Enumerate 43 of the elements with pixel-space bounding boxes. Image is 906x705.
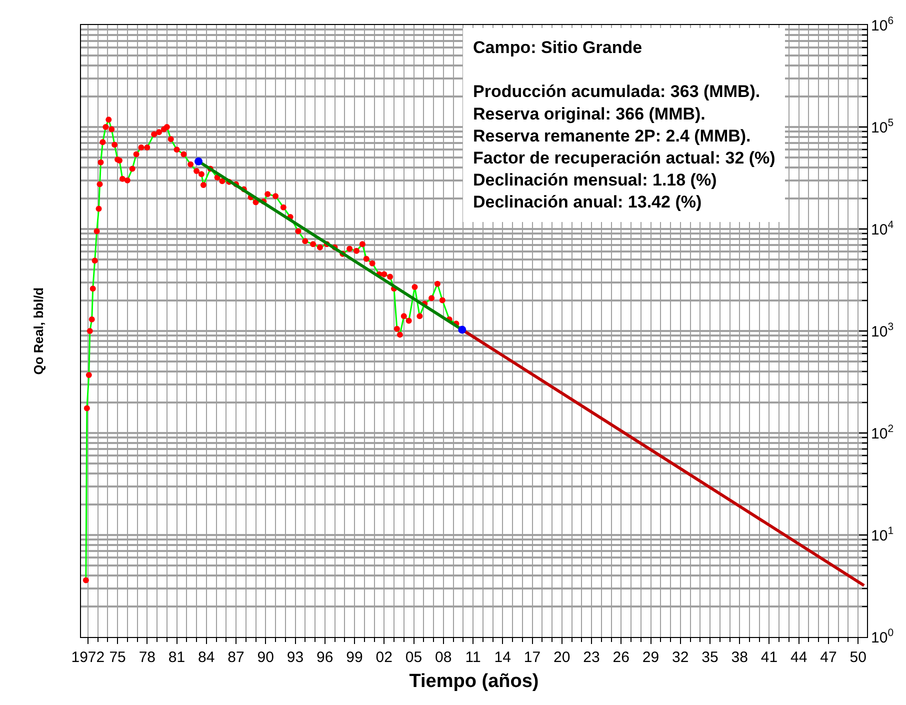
- x-tick-label: 35: [702, 649, 718, 666]
- x-tick-label: 32: [672, 649, 689, 666]
- x-tick-label: 75: [109, 649, 126, 666]
- annotation: Declinación mensual: 1.18 (%): [473, 170, 717, 190]
- annotation: Producción acumulada: 363 (MMB).: [473, 82, 760, 102]
- x-axis-title: Tiempo (años): [409, 670, 539, 692]
- x-tick-label: 99: [346, 649, 363, 666]
- annotation: Declinación anual: 13.42 (%): [473, 192, 702, 212]
- x-tick-label: 02: [376, 649, 392, 666]
- x-tick-label: 17: [524, 649, 541, 666]
- x-tick-label: 26: [612, 649, 630, 666]
- x-tick-label: 05: [405, 649, 422, 666]
- annotation: Campo: Sitio Grande: [473, 38, 642, 57]
- x-tick-label: 29: [642, 649, 660, 666]
- x-tick-label: 50: [850, 649, 866, 666]
- x-tick-label: 47: [820, 649, 837, 666]
- x-tick-label: 78: [138, 649, 156, 666]
- x-tick-label: 84: [198, 649, 215, 666]
- annotation: Reserva remanente 2P: 2.4 (MMB).: [473, 126, 751, 146]
- x-tick-label: 23: [583, 649, 600, 666]
- y-axis-title: Qo Real, bbl/d: [30, 287, 46, 375]
- y-tick-label: 10$^{3}$: [871, 320, 894, 340]
- x-tick-label: 38: [731, 649, 748, 666]
- y-tick-label: 10$^{0}$: [871, 626, 894, 646]
- y-tick-label: 10$^{1}$: [871, 524, 894, 544]
- x-tick-label: 81: [168, 649, 186, 666]
- y-tick-label: 10$^{4}$: [871, 218, 894, 238]
- x-tick-label: 41: [760, 649, 778, 666]
- x-tick-label: 14: [494, 649, 511, 666]
- annotation: Reserva original: 366 (MMB).: [473, 104, 706, 124]
- x-tick-label: 1972: [71, 649, 105, 666]
- y-tick-label: 10$^{5}$: [871, 116, 894, 136]
- x-tick-label: 90: [257, 649, 274, 666]
- x-tick-label: 11: [465, 649, 481, 666]
- x-tick-label: 44: [790, 649, 808, 666]
- x-tick-label: 08: [435, 649, 452, 666]
- y-tick-label: 10$^{6}$: [871, 14, 894, 34]
- x-tick-label: 87: [228, 649, 244, 666]
- x-tick-label: 96: [316, 649, 334, 666]
- x-tick-label: 93: [286, 649, 304, 666]
- x-tick-label: 20: [554, 649, 570, 666]
- y-tick-label: 10$^{2}$: [871, 422, 894, 442]
- annotation: Factor de recuperación actual: 32 (%): [473, 148, 776, 168]
